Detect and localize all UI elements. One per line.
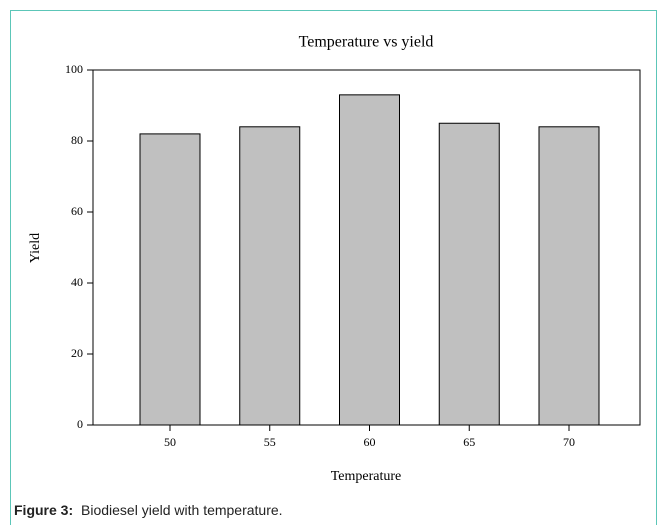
x-tick-label: 55 xyxy=(264,435,276,449)
x-tick-label: 65 xyxy=(463,435,475,449)
bar xyxy=(538,126,600,426)
plot-frame xyxy=(92,69,641,426)
x-tick-label: 60 xyxy=(364,435,376,449)
y-tick-label: 40 xyxy=(71,275,83,289)
bar xyxy=(139,133,201,426)
x-tick-label: 50 xyxy=(164,435,176,449)
y-tick-label: 60 xyxy=(71,204,83,218)
x-axis-label: Temperature xyxy=(331,469,402,484)
y-tick-label: 100 xyxy=(65,62,83,76)
y-tick-label: 80 xyxy=(71,133,83,147)
chart-title: Temperature vs yield xyxy=(299,34,434,51)
bar xyxy=(339,94,400,426)
y-tick-label: 20 xyxy=(71,346,83,360)
y-tick-label: 0 xyxy=(77,417,83,431)
figure-border xyxy=(10,10,657,525)
bar xyxy=(239,126,301,426)
x-tick-label: 70 xyxy=(563,435,575,449)
y-axis-label: Yield xyxy=(28,233,43,263)
bar xyxy=(438,122,500,426)
caption: Figure 3: Biodiesel yield with temperatu… xyxy=(14,502,283,518)
caption-text: Biodiesel yield with temperature. xyxy=(81,502,283,518)
caption-label: Figure 3: xyxy=(14,502,73,518)
